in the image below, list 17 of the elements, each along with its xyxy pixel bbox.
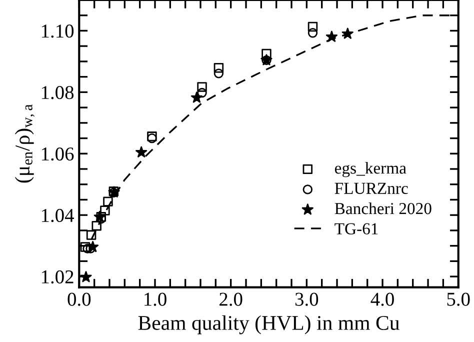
x-tick-label: 0.0 (68, 292, 91, 306)
x-tick-label: 3.0 (295, 292, 318, 306)
x-tick-label: 1.0 (144, 292, 166, 306)
legend-label: FLURZnrc (334, 182, 408, 194)
y-tick-label: 1.08 (42, 86, 74, 100)
x-axis-title: Beam quality (HVL) in mm Cu (138, 315, 400, 334)
y-tick-label: 1.10 (42, 24, 74, 38)
legend-label: TG-61 (334, 223, 378, 234)
y-tick-label: 1.06 (42, 147, 74, 161)
legend-label: Bancheri 2020 (334, 202, 432, 214)
y-tick-label: 1.02 (42, 270, 74, 284)
x-tick-label: 2.0 (220, 292, 242, 306)
x-tick-label: 5.0 (447, 292, 470, 306)
x-tick-label: 4.0 (370, 292, 394, 306)
y-axis-title: (μ$_{en}$/ρ)$_{w,a}$ (14, 104, 34, 183)
legend-label: egs_kerma (334, 162, 406, 178)
y-tick-label: 1.04 (42, 208, 74, 222)
